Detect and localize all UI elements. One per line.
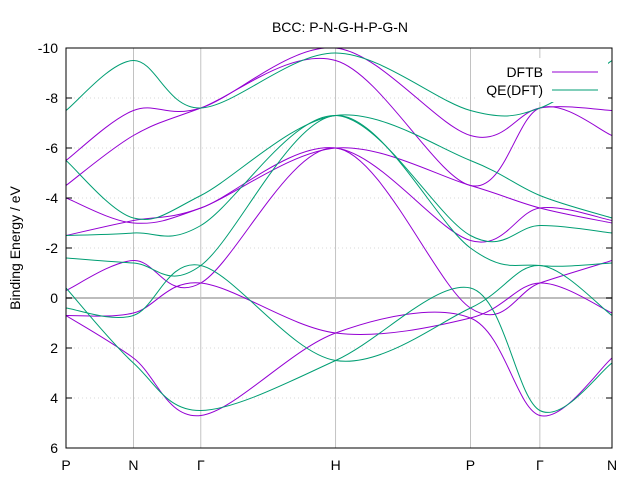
legend: DFTB QE(DFT) [478,58,608,102]
band-line [66,286,612,413]
band-line [66,114,612,277]
legend-background [478,58,608,102]
x-tick-label: N [607,457,617,473]
y-axis-label: Binding Energy / eV [7,185,23,309]
y-tick-label: 4 [50,390,58,406]
y-ticks: 6 4 2 0 -2 -4 -6 -8 -10 [38,40,612,456]
band-line [66,52,612,117]
x-tick-label: P [61,457,70,473]
band-line [66,282,612,335]
legend-label: QE(DFT) [486,82,543,98]
y-tick-label: -8 [46,90,59,106]
x-tick-label: N [128,457,138,473]
series-group [66,48,612,417]
series-1 [66,52,612,413]
y-tick-label: 0 [50,290,58,306]
series-0 [66,48,612,417]
x-tick-label: Γ [197,457,205,473]
x-tick-label: Γ [536,457,544,473]
legend-label: DFTB [506,64,543,80]
y-tick-label: -10 [38,40,58,56]
y-tick-label: 2 [50,340,58,356]
y-tick-label: 6 [50,440,58,456]
x-tick-label: P [466,457,475,473]
band-line [66,147,612,316]
band-line [66,147,612,224]
band-line [66,114,612,220]
y-tick-label: -6 [46,140,59,156]
x-tick-label: H [331,457,341,473]
band-line [66,264,612,362]
band-line [66,58,612,187]
y-tick-label: -4 [46,190,59,206]
chart-title: BCC: P-N-G-H-P-G-N [272,19,408,35]
y-tick-label: -2 [46,240,59,256]
